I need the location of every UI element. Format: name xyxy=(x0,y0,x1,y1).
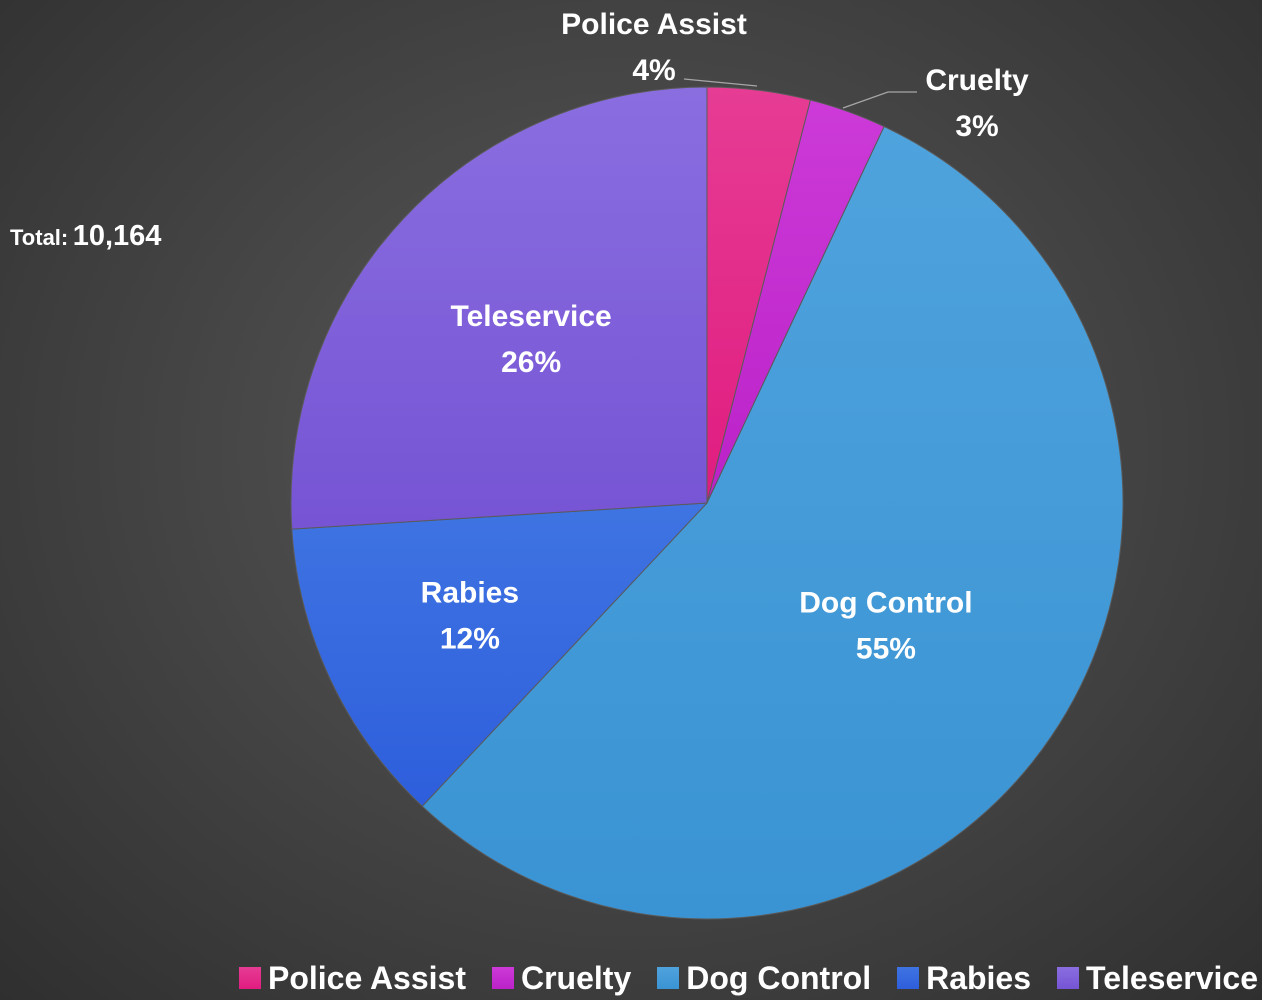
total-value: 10,164 xyxy=(72,220,162,252)
data-label-percent-teleservice: 26% xyxy=(501,346,561,379)
data-label-percent-rabies: 12% xyxy=(440,623,500,656)
legend-swatch-police-assist xyxy=(238,967,261,989)
legend-label-police-assist: Police Assist xyxy=(267,959,466,996)
chart-legend: Police Assist Cruelty Dog Control Rabies Tel… xyxy=(0,956,1258,1000)
legend-item-police-assist: Police Assist xyxy=(238,959,466,997)
legend-item-rabies: Rabies xyxy=(897,960,1031,997)
total-annotation: Total: 10,164 xyxy=(10,220,161,253)
total-label: Total: xyxy=(10,225,69,250)
data-label-category-police-assist: Police Assist xyxy=(561,8,747,41)
leader-line-police-assist xyxy=(683,78,758,87)
legend-label-cruelty: Cruelty xyxy=(520,959,632,996)
data-label-category-rabies: Rabies xyxy=(421,577,519,610)
legend-swatch-teleservice xyxy=(1057,967,1080,989)
data-labels: Police Assist 4% Cruelty 3% Dog Control 55% Ra… xyxy=(421,8,1029,666)
legend-item-dog-control: Dog Control xyxy=(657,960,871,997)
data-label-category-dog-control: Dog Control xyxy=(799,587,972,620)
leader-lines xyxy=(683,78,917,109)
pie-slice-dog-control xyxy=(421,125,1124,920)
data-label-percent-police-assist: 4% xyxy=(632,54,675,87)
legend-label-teleservice: Teleservice xyxy=(1086,959,1258,996)
data-label-category-cruelty: Cruelty xyxy=(925,64,1029,97)
legend-item-cruelty: Cruelty xyxy=(491,959,632,997)
pie-slice-rabies xyxy=(291,502,709,807)
legend-swatch-cruelty xyxy=(491,967,514,989)
legend-label-dog-control: Dog Control xyxy=(686,959,872,996)
data-label-percent-cruelty: 3% xyxy=(955,110,998,143)
legend-label-rabies: Rabies xyxy=(926,959,1032,996)
data-label-percent-dog-control: 55% xyxy=(856,633,916,666)
pie-slices xyxy=(290,86,1124,920)
data-label-category-teleservice: Teleservice xyxy=(450,300,611,333)
legend-swatch-dog-control xyxy=(657,967,680,989)
pie-slice-teleservice xyxy=(290,86,708,530)
leader-line-cruelty xyxy=(842,91,917,109)
legend-swatch-rabies xyxy=(897,967,920,989)
legend-item-teleservice: Teleservice xyxy=(1057,960,1258,997)
